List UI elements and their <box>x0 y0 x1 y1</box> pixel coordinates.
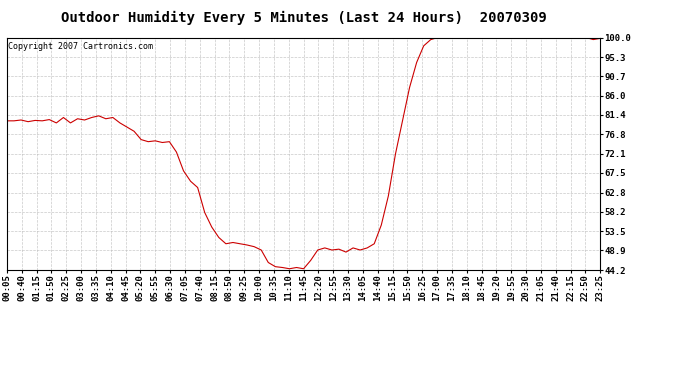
Text: Outdoor Humidity Every 5 Minutes (Last 24 Hours)  20070309: Outdoor Humidity Every 5 Minutes (Last 2… <box>61 11 546 26</box>
Text: Copyright 2007 Cartronics.com: Copyright 2007 Cartronics.com <box>8 42 153 51</box>
